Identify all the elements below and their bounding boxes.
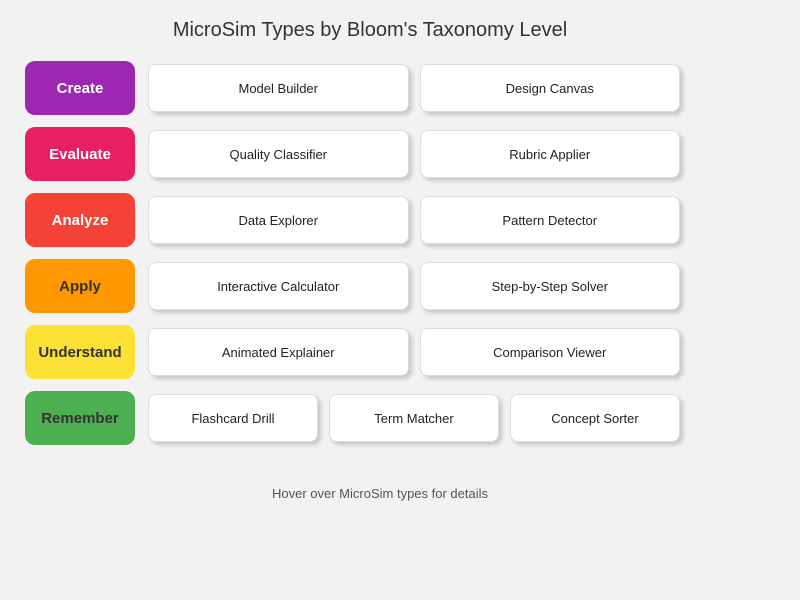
cards-remember: Flashcard Drill Term Matcher Concept Sor… — [148, 394, 680, 442]
row-understand: Understand Animated Explainer Comparison… — [25, 325, 680, 379]
row-create: Create Model Builder Design Canvas — [25, 61, 680, 115]
row-evaluate: Evaluate Quality Classifier Rubric Appli… — [25, 127, 680, 181]
row-analyze: Analyze Data Explorer Pattern Detector — [25, 193, 680, 247]
level-label-remember: Remember — [25, 391, 135, 445]
cards-create: Model Builder Design Canvas — [148, 64, 680, 112]
level-label-analyze: Analyze — [25, 193, 135, 247]
card-comparison-viewer[interactable]: Comparison Viewer — [419, 328, 680, 376]
card-step-by-step-solver[interactable]: Step-by-Step Solver — [419, 262, 680, 310]
card-rubric-applier[interactable]: Rubric Applier — [419, 130, 680, 178]
hover-hint-text: Hover over MicroSim types for details — [271, 486, 488, 501]
card-animated-explainer[interactable]: Animated Explainer — [148, 328, 409, 376]
card-pattern-detector[interactable]: Pattern Detector — [419, 196, 680, 244]
card-flashcard-drill[interactable]: Flashcard Drill — [148, 394, 318, 442]
card-term-matcher[interactable]: Term Matcher — [329, 394, 499, 442]
card-design-canvas[interactable]: Design Canvas — [419, 64, 680, 112]
row-apply: Apply Interactive Calculator Step-by-Ste… — [25, 259, 680, 313]
cards-understand: Animated Explainer Comparison Viewer — [148, 328, 680, 376]
card-model-builder[interactable]: Model Builder — [148, 64, 409, 112]
cards-evaluate: Quality Classifier Rubric Applier — [148, 130, 680, 178]
cards-apply: Interactive Calculator Step-by-Step Solv… — [148, 262, 680, 310]
level-label-understand: Understand — [25, 325, 135, 379]
card-quality-classifier[interactable]: Quality Classifier — [148, 130, 409, 178]
card-concept-sorter[interactable]: Concept Sorter — [510, 394, 680, 442]
card-interactive-calculator[interactable]: Interactive Calculator — [148, 262, 409, 310]
cards-analyze: Data Explorer Pattern Detector — [148, 196, 680, 244]
row-remember: Remember Flashcard Drill Term Matcher Co… — [25, 391, 680, 445]
page-title: MicroSim Types by Bloom's Taxonomy Level — [172, 19, 568, 41]
taxonomy-grid: Create Model Builder Design Canvas Evalu… — [25, 61, 680, 457]
level-label-evaluate: Evaluate — [25, 127, 135, 181]
level-label-apply: Apply — [25, 259, 135, 313]
card-data-explorer[interactable]: Data Explorer — [148, 196, 409, 244]
level-label-create: Create — [25, 61, 135, 115]
